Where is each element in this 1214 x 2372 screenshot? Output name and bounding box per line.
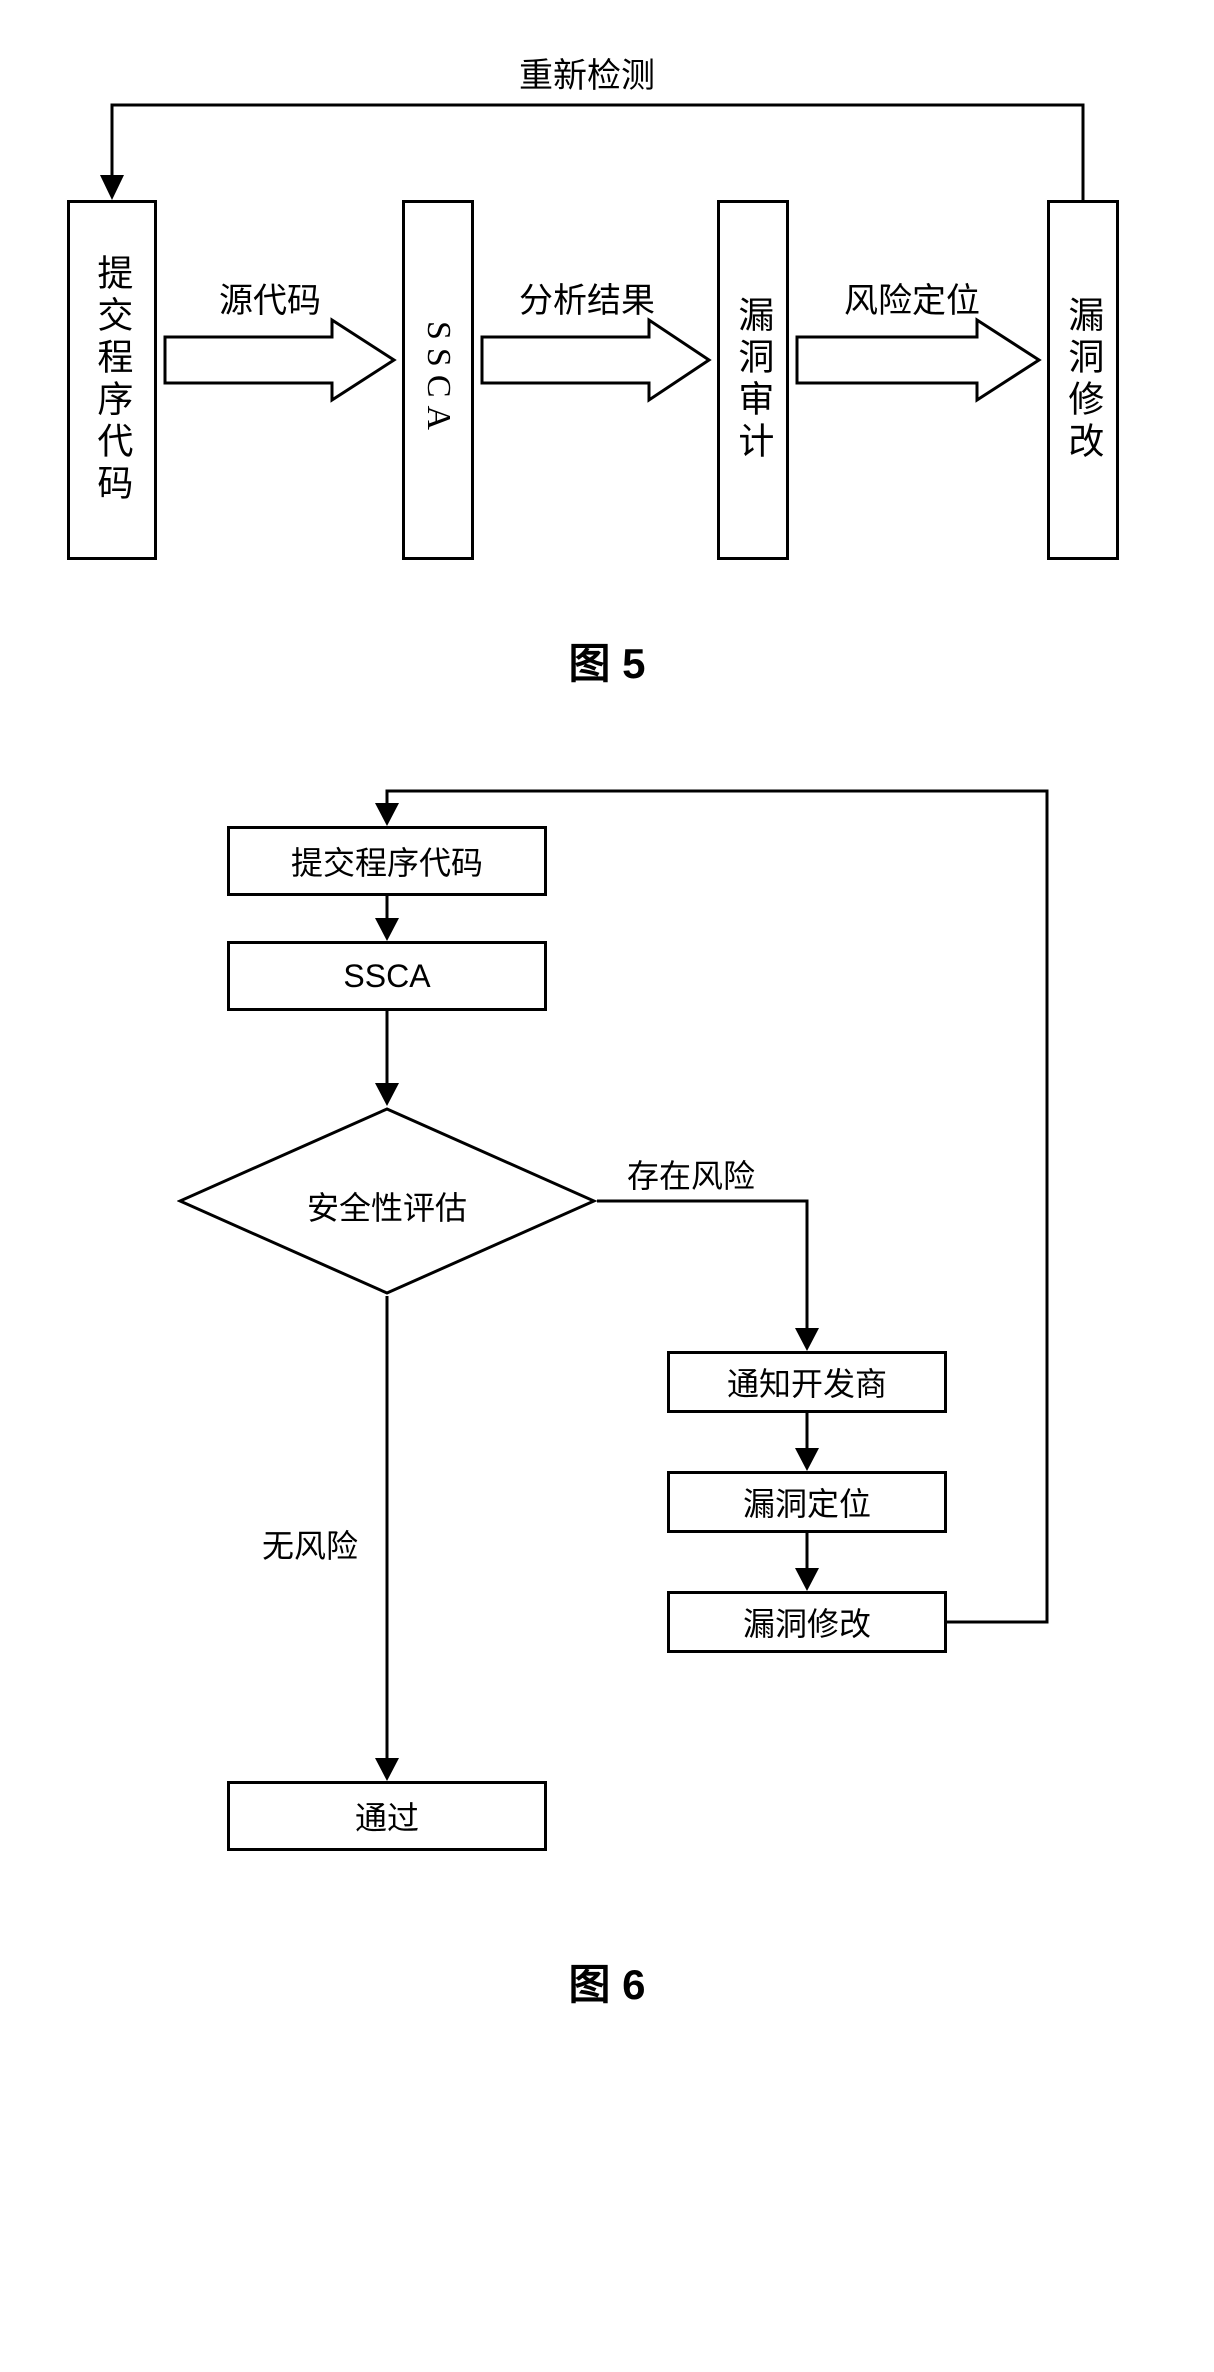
figure-5-canvas: 重新检测 提交程序代码 SSCA 漏洞审计 漏洞修改 源代码 分析结果 风险定位 (57, 40, 1157, 600)
figure-6-caption: 图 6 (57, 1951, 1157, 2012)
node-modify: 漏洞修改 (667, 1591, 947, 1653)
node-ssca: SSCA (227, 941, 547, 1011)
arrow-2 (474, 315, 717, 405)
edge-label-norisk: 无风险 (262, 1521, 358, 1567)
edge-label-risk: 存在风险 (627, 1151, 755, 1197)
node-ssca-label: SSCA (343, 958, 430, 995)
node-locate: 漏洞定位 (667, 1471, 947, 1533)
arrow-1-label: 源代码 (195, 273, 345, 322)
node-submit-label: 提交程序代码 (291, 838, 483, 884)
node-submit: 提交程序代码 (227, 826, 547, 896)
feedback-label: 重新检测 (487, 48, 687, 97)
figure-6-canvas: 提交程序代码 SSCA 安全性评估 存在风险 无风险 通知开发商 漏洞定位 漏洞… (107, 771, 1107, 1921)
arrow-2-label: 分析结果 (507, 273, 667, 322)
box-modify: 漏洞修改 (1047, 200, 1119, 560)
node-assess-label: 安全性评估 (287, 1183, 487, 1229)
box-audit-label: 漏洞审计 (730, 296, 777, 464)
box-audit: 漏洞审计 (717, 200, 789, 560)
box-ssca-label: SSCA (419, 321, 457, 438)
box-modify-label: 漏洞修改 (1060, 296, 1107, 464)
node-notify: 通知开发商 (667, 1351, 947, 1413)
arrow-3 (789, 315, 1047, 405)
node-pass: 通过 (227, 1781, 547, 1851)
node-locate-label: 漏洞定位 (743, 1479, 871, 1525)
box-submit-label: 提交程序代码 (89, 254, 136, 506)
figure-5-caption: 图 5 (57, 630, 1157, 691)
figure-5: 重新检测 提交程序代码 SSCA 漏洞审计 漏洞修改 源代码 分析结果 风险定位… (57, 40, 1157, 691)
node-notify-label: 通知开发商 (727, 1359, 887, 1405)
node-pass-label: 通过 (355, 1793, 419, 1839)
node-modify-label: 漏洞修改 (743, 1599, 871, 1645)
box-submit: 提交程序代码 (67, 200, 157, 560)
arrow-3-label: 风险定位 (832, 273, 992, 322)
box-ssca: SSCA (402, 200, 474, 560)
figure-6: 提交程序代码 SSCA 安全性评估 存在风险 无风险 通知开发商 漏洞定位 漏洞… (57, 771, 1157, 2012)
arrow-1 (157, 315, 402, 405)
